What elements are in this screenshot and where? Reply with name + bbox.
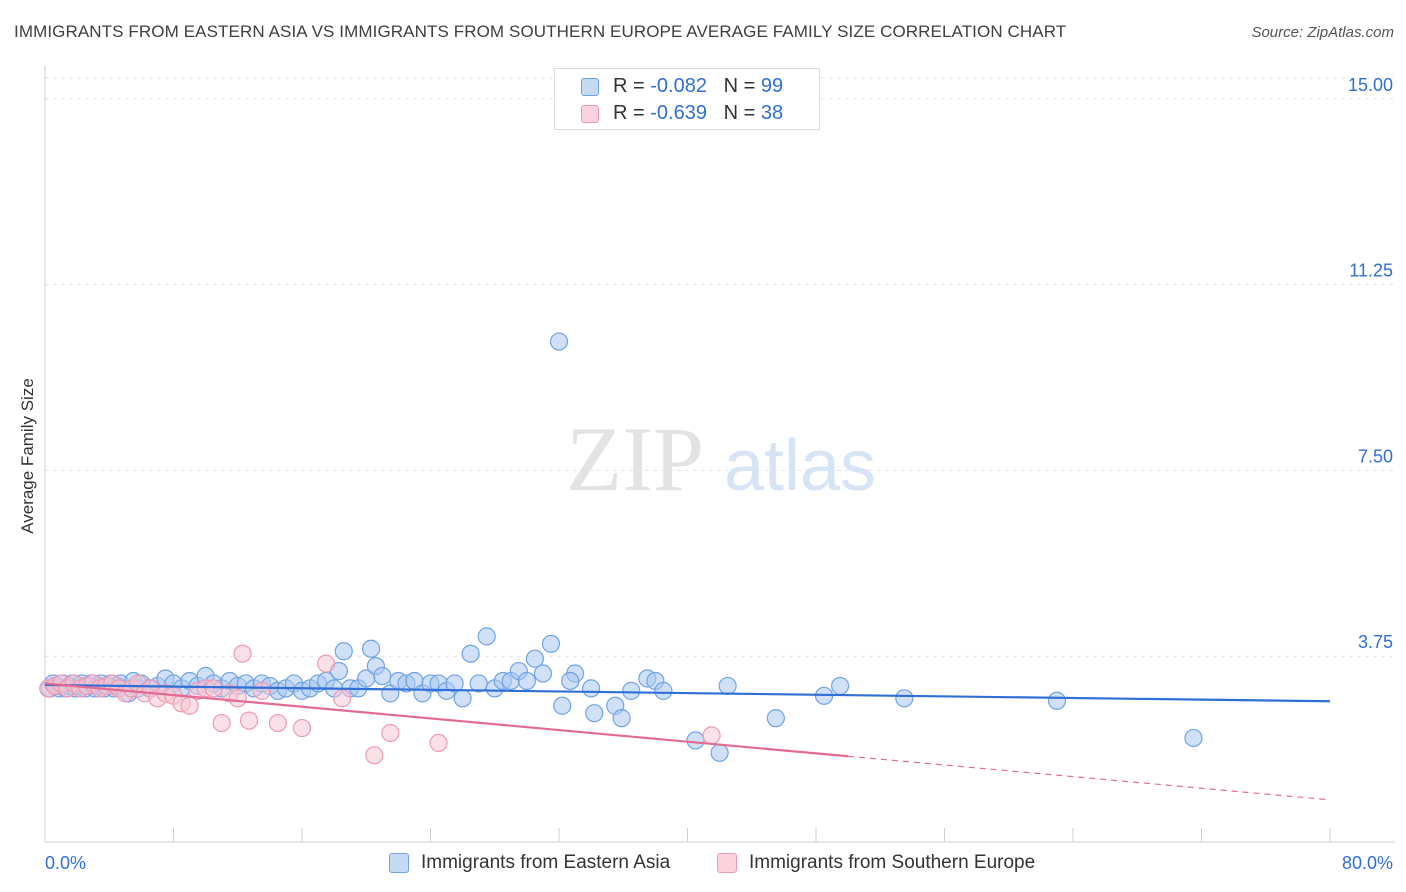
y-axis-label: Average Family Size [18, 378, 37, 534]
point-southern-europe [204, 679, 223, 698]
point-eastern-asia [654, 681, 673, 700]
point-eastern-asia [517, 671, 536, 691]
point-eastern-asia [373, 666, 392, 686]
point-southern-europe [239, 711, 259, 730]
legend-swatch-pink [581, 105, 599, 123]
legend-swatch-pink [717, 853, 737, 873]
tick-labels: 3.75 7.50 11.25 15.00 0.0% 80.0% [45, 75, 1393, 873]
watermark-atlas: atlas [724, 426, 876, 506]
point-southern-europe [212, 713, 231, 733]
r-value: -0.082 [650, 75, 707, 97]
point-eastern-asia [477, 627, 496, 646]
source-label: Source: ZipAtlas.com [1251, 24, 1394, 41]
series-southern-europe-points [39, 644, 721, 765]
point-southern-europe [333, 689, 352, 708]
point-eastern-asia [622, 681, 641, 700]
legend-swatch-blue [389, 853, 409, 873]
point-southern-europe [228, 689, 247, 708]
trendline-southern-europe-extension [848, 755, 1331, 801]
x-tick-label: 80.0% [1342, 853, 1393, 873]
point-eastern-asia [1184, 728, 1203, 748]
chart-title: IMMIGRANTS FROM EASTERN ASIA VS IMMIGRAN… [14, 22, 1067, 41]
point-eastern-asia [612, 709, 631, 728]
point-eastern-asia [718, 676, 737, 696]
point-eastern-asia [525, 649, 545, 668]
y-tick-label: 3.75 [1358, 632, 1393, 652]
point-eastern-asia [361, 639, 381, 658]
trendline-southern-europe [44, 682, 849, 758]
point-eastern-asia [453, 689, 472, 708]
point-eastern-asia [585, 704, 604, 723]
axes [44, 66, 1395, 843]
point-southern-europe [292, 718, 312, 738]
point-eastern-asia [895, 689, 914, 708]
point-eastern-asia [561, 671, 580, 691]
point-eastern-asia [766, 709, 785, 728]
point-southern-europe [268, 713, 288, 733]
y-tick-label: 7.50 [1358, 446, 1393, 466]
trendline-eastern-asia [44, 683, 1331, 703]
point-eastern-asia [533, 664, 553, 683]
watermark-zip: ZIP [566, 408, 704, 510]
point-southern-europe [365, 746, 384, 765]
x-tick-label: 0.0% [45, 853, 86, 873]
point-eastern-asia [686, 731, 705, 750]
trend-lines [44, 682, 1331, 801]
point-southern-europe [316, 654, 336, 673]
point-southern-europe [233, 644, 252, 663]
grid-lines [45, 77, 1395, 657]
point-eastern-asia [553, 696, 572, 715]
point-southern-europe [702, 726, 721, 745]
y-tick-label: 11.25 [1349, 261, 1393, 281]
point-eastern-asia [710, 743, 729, 762]
correlation-legend: R = -0.082 N = 99 R = -0.639 N = 38 [554, 68, 820, 130]
point-southern-europe [429, 733, 448, 753]
point-eastern-asia [549, 332, 569, 351]
y-tick-label: 15.00 [1348, 75, 1393, 95]
point-southern-europe [381, 723, 400, 743]
point-eastern-asia [461, 644, 480, 663]
point-eastern-asia [1047, 691, 1067, 710]
point-eastern-asia [830, 676, 850, 696]
point-eastern-asia [582, 679, 601, 698]
r-value: -0.639 [650, 102, 707, 124]
point-eastern-asia [334, 642, 353, 661]
legend-swatch-blue [581, 78, 599, 96]
point-eastern-asia [541, 634, 561, 653]
point-southern-europe [252, 681, 271, 700]
n-value: 99 [760, 75, 784, 97]
point-southern-europe [180, 696, 199, 715]
point-eastern-asia [445, 674, 464, 693]
n-value: 38 [760, 102, 784, 124]
